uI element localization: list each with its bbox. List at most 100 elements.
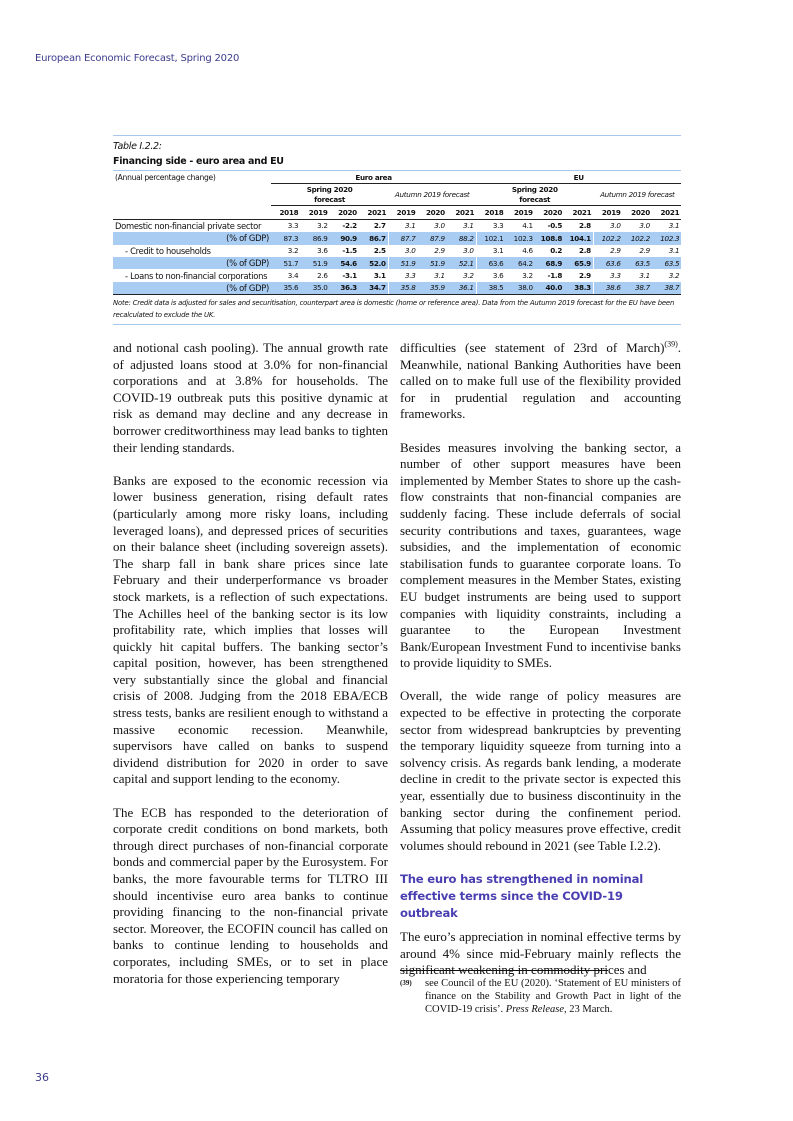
table-cell: 35.0 bbox=[300, 281, 330, 295]
table-cell: 68.9 bbox=[534, 256, 565, 270]
table-row: Domestic non-financial private sector 3.3… bbox=[113, 219, 681, 233]
row-label: (% of GDP) bbox=[113, 232, 271, 245]
table-cell: 54.6 bbox=[329, 256, 359, 270]
table-cell: 87.9 bbox=[417, 232, 447, 245]
table-cell: 34.7 bbox=[358, 281, 389, 295]
table-cell: 51.9 bbox=[417, 256, 447, 270]
table-cell: 87.7 bbox=[387, 232, 418, 245]
footnote: (39) see Council of the EU (2020). ‘Stat… bbox=[400, 977, 681, 1016]
table-cell: 38.6 bbox=[592, 281, 623, 295]
table-cell: 87.3 bbox=[271, 232, 301, 245]
table-cell: 36.1 bbox=[446, 281, 477, 295]
table-cell: 3.6 bbox=[317, 246, 328, 256]
year-header: 2020 bbox=[329, 205, 359, 220]
table-cell: 35.6 bbox=[271, 281, 301, 295]
table-cell: 63.6 bbox=[592, 256, 623, 270]
table-cell: 63.5 bbox=[622, 256, 652, 270]
table-cell: 40.0 bbox=[534, 281, 565, 295]
table-cell: 3.3 bbox=[475, 219, 506, 233]
year-header: 2021 bbox=[564, 205, 594, 220]
table-caption: Table I.2.2: bbox=[113, 141, 162, 152]
table-row: (% of GDP) 51.7 51.9 54.6 52.0 51.9 51.9 52.1 63… bbox=[113, 256, 682, 270]
group-euro-area: Euro area bbox=[271, 171, 477, 185]
footnote-number: (39) bbox=[400, 979, 412, 987]
table-cell: 38.7 bbox=[622, 281, 652, 295]
table-cell: 52.1 bbox=[446, 256, 477, 270]
paragraph: Overall, the wide range of policy measur… bbox=[400, 688, 681, 853]
table-cell: 35.9 bbox=[417, 281, 447, 295]
paragraph: The ECB has responded to the deteriorati… bbox=[113, 804, 388, 986]
table-row: - Loans to non-financial corporations 3.4… bbox=[113, 269, 681, 282]
row-label: Domestic non-financial private sector bbox=[115, 220, 262, 231]
row-label: - Credit to households bbox=[125, 245, 211, 256]
table-cell: 51.7 bbox=[271, 256, 301, 270]
table-cell: 102.2 bbox=[622, 232, 652, 245]
table-cell: 3.0 bbox=[463, 246, 474, 256]
year-header: 2020 bbox=[622, 205, 652, 220]
table-cell: 102.1 bbox=[475, 232, 506, 245]
table-cell: 88.2 bbox=[446, 232, 477, 245]
table-cell: 38.5 bbox=[475, 281, 506, 295]
subgroup-spring-ea: Spring 2020 forecast bbox=[306, 184, 353, 204]
table-cell: -3.1 bbox=[342, 271, 357, 281]
table-cell: 38.3 bbox=[564, 281, 594, 295]
table-cell: 3.2 bbox=[522, 271, 533, 281]
table-cell: 2.8 bbox=[579, 246, 591, 256]
financing-table: Table I.2.2: Financing side - euro area … bbox=[113, 135, 682, 326]
subgroup-autumn-ea: Autumn 2019 forecast bbox=[394, 189, 470, 199]
year-header: 2019 bbox=[388, 205, 418, 220]
table-cell: 63.5 bbox=[651, 256, 682, 270]
paragraph: and notional cash pooling). The annual g… bbox=[113, 340, 388, 455]
table-cell: 3.0 bbox=[387, 244, 418, 257]
table-cell: 3.6 bbox=[475, 269, 506, 282]
table-title: Financing side - euro area and EU bbox=[113, 156, 681, 171]
table-cell: 2.5 bbox=[373, 246, 386, 256]
table-cell: 108.8 bbox=[534, 232, 565, 245]
table-cell: 3.1 bbox=[639, 271, 650, 281]
table-cell: 51.9 bbox=[387, 256, 418, 270]
table-note: Note: Credit data is adjusted for sales … bbox=[113, 294, 681, 326]
table-cell: 3.1 bbox=[668, 221, 680, 231]
table-cell: 3.3 bbox=[592, 269, 623, 282]
table-cell: 65.9 bbox=[564, 256, 594, 270]
table-cell: 64.2 bbox=[505, 256, 535, 270]
table-cell: 2.9 bbox=[434, 246, 445, 256]
table-cell: 3.1 bbox=[475, 244, 506, 257]
year-header: 2020 bbox=[417, 205, 447, 220]
table-cell: 4.6 bbox=[522, 246, 533, 256]
group-eu: EU bbox=[476, 171, 682, 185]
row-label: (% of GDP) bbox=[113, 281, 271, 295]
left-column: and notional cash pooling). The annual g… bbox=[113, 340, 388, 1004]
table-cell: 2.8 bbox=[579, 221, 591, 231]
table-cell: 3.4 bbox=[287, 271, 299, 281]
table-cell: 3.3 bbox=[287, 221, 299, 231]
table-cell: -1.8 bbox=[547, 271, 563, 281]
table-cell: 3.1 bbox=[373, 271, 386, 281]
table-cell: 3.2 bbox=[668, 271, 680, 281]
table-cell: 2.9 bbox=[592, 244, 623, 257]
year-header: 2021 bbox=[446, 205, 477, 220]
year-header: 2021 bbox=[651, 205, 682, 220]
table-cell: 3.2 bbox=[287, 246, 299, 256]
table-cell: 102.2 bbox=[592, 232, 623, 245]
data-table: (Annual percentage change) Euro area EU … bbox=[113, 171, 682, 295]
table-cell: 0.2 bbox=[550, 246, 563, 256]
table-cell: 3.2 bbox=[463, 271, 474, 281]
row-label: - Loans to non-financial corporations bbox=[125, 270, 268, 281]
table-cell: 51.9 bbox=[300, 256, 330, 270]
page-number: 36 bbox=[35, 1071, 49, 1084]
table-cell: -2.2 bbox=[342, 221, 357, 231]
year-header: 2021 bbox=[358, 205, 389, 220]
table-cell: 2.7 bbox=[373, 221, 386, 231]
footnote-divider bbox=[400, 970, 608, 971]
table-cell: -0.5 bbox=[547, 221, 563, 231]
table-cell: 35.8 bbox=[387, 281, 418, 295]
footnote-ref[interactable]: (39) bbox=[664, 339, 678, 349]
table-cell: 3.0 bbox=[639, 221, 650, 231]
table-cell: 86.7 bbox=[358, 232, 389, 245]
table-cell: 2.9 bbox=[639, 246, 650, 256]
table-cell: 102.3 bbox=[505, 232, 535, 245]
footnote-text: see Council of the EU (2020). ‘Statement… bbox=[425, 978, 681, 1015]
subgroup-autumn-eu: Autumn 2019 forecast bbox=[600, 189, 675, 199]
table-cell: 3.1 bbox=[387, 219, 418, 233]
